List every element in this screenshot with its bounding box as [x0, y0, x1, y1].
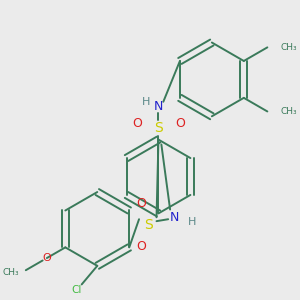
Text: O: O: [43, 253, 51, 263]
Text: O: O: [136, 197, 146, 210]
Text: CH₃: CH₃: [2, 268, 19, 277]
Text: H: H: [188, 217, 196, 227]
Text: CH₃: CH₃: [281, 107, 298, 116]
Text: O: O: [175, 117, 185, 130]
Text: Cl: Cl: [71, 285, 82, 296]
Text: CH₃: CH₃: [281, 43, 298, 52]
Text: O: O: [136, 240, 146, 253]
Text: H: H: [142, 97, 151, 107]
Text: N: N: [170, 211, 179, 224]
Text: S: S: [144, 218, 153, 232]
Text: N: N: [154, 100, 163, 113]
Text: S: S: [154, 121, 163, 135]
Text: O: O: [132, 117, 142, 130]
